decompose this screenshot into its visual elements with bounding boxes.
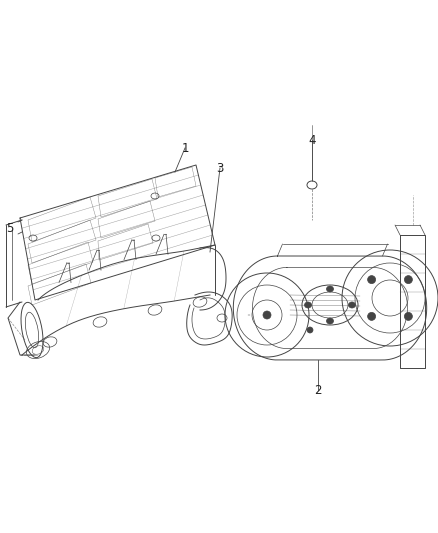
Text: 4: 4 bbox=[308, 133, 316, 147]
Ellipse shape bbox=[307, 327, 313, 333]
Ellipse shape bbox=[349, 302, 356, 308]
Text: 1: 1 bbox=[181, 141, 189, 155]
Ellipse shape bbox=[263, 311, 271, 319]
Text: 2: 2 bbox=[314, 384, 322, 397]
Text: 5: 5 bbox=[6, 222, 14, 235]
Ellipse shape bbox=[404, 276, 413, 284]
Ellipse shape bbox=[404, 312, 413, 320]
Ellipse shape bbox=[304, 302, 311, 308]
Ellipse shape bbox=[326, 286, 333, 292]
Ellipse shape bbox=[367, 276, 376, 284]
Text: 3: 3 bbox=[216, 161, 224, 174]
Ellipse shape bbox=[367, 312, 376, 320]
Ellipse shape bbox=[326, 318, 333, 324]
